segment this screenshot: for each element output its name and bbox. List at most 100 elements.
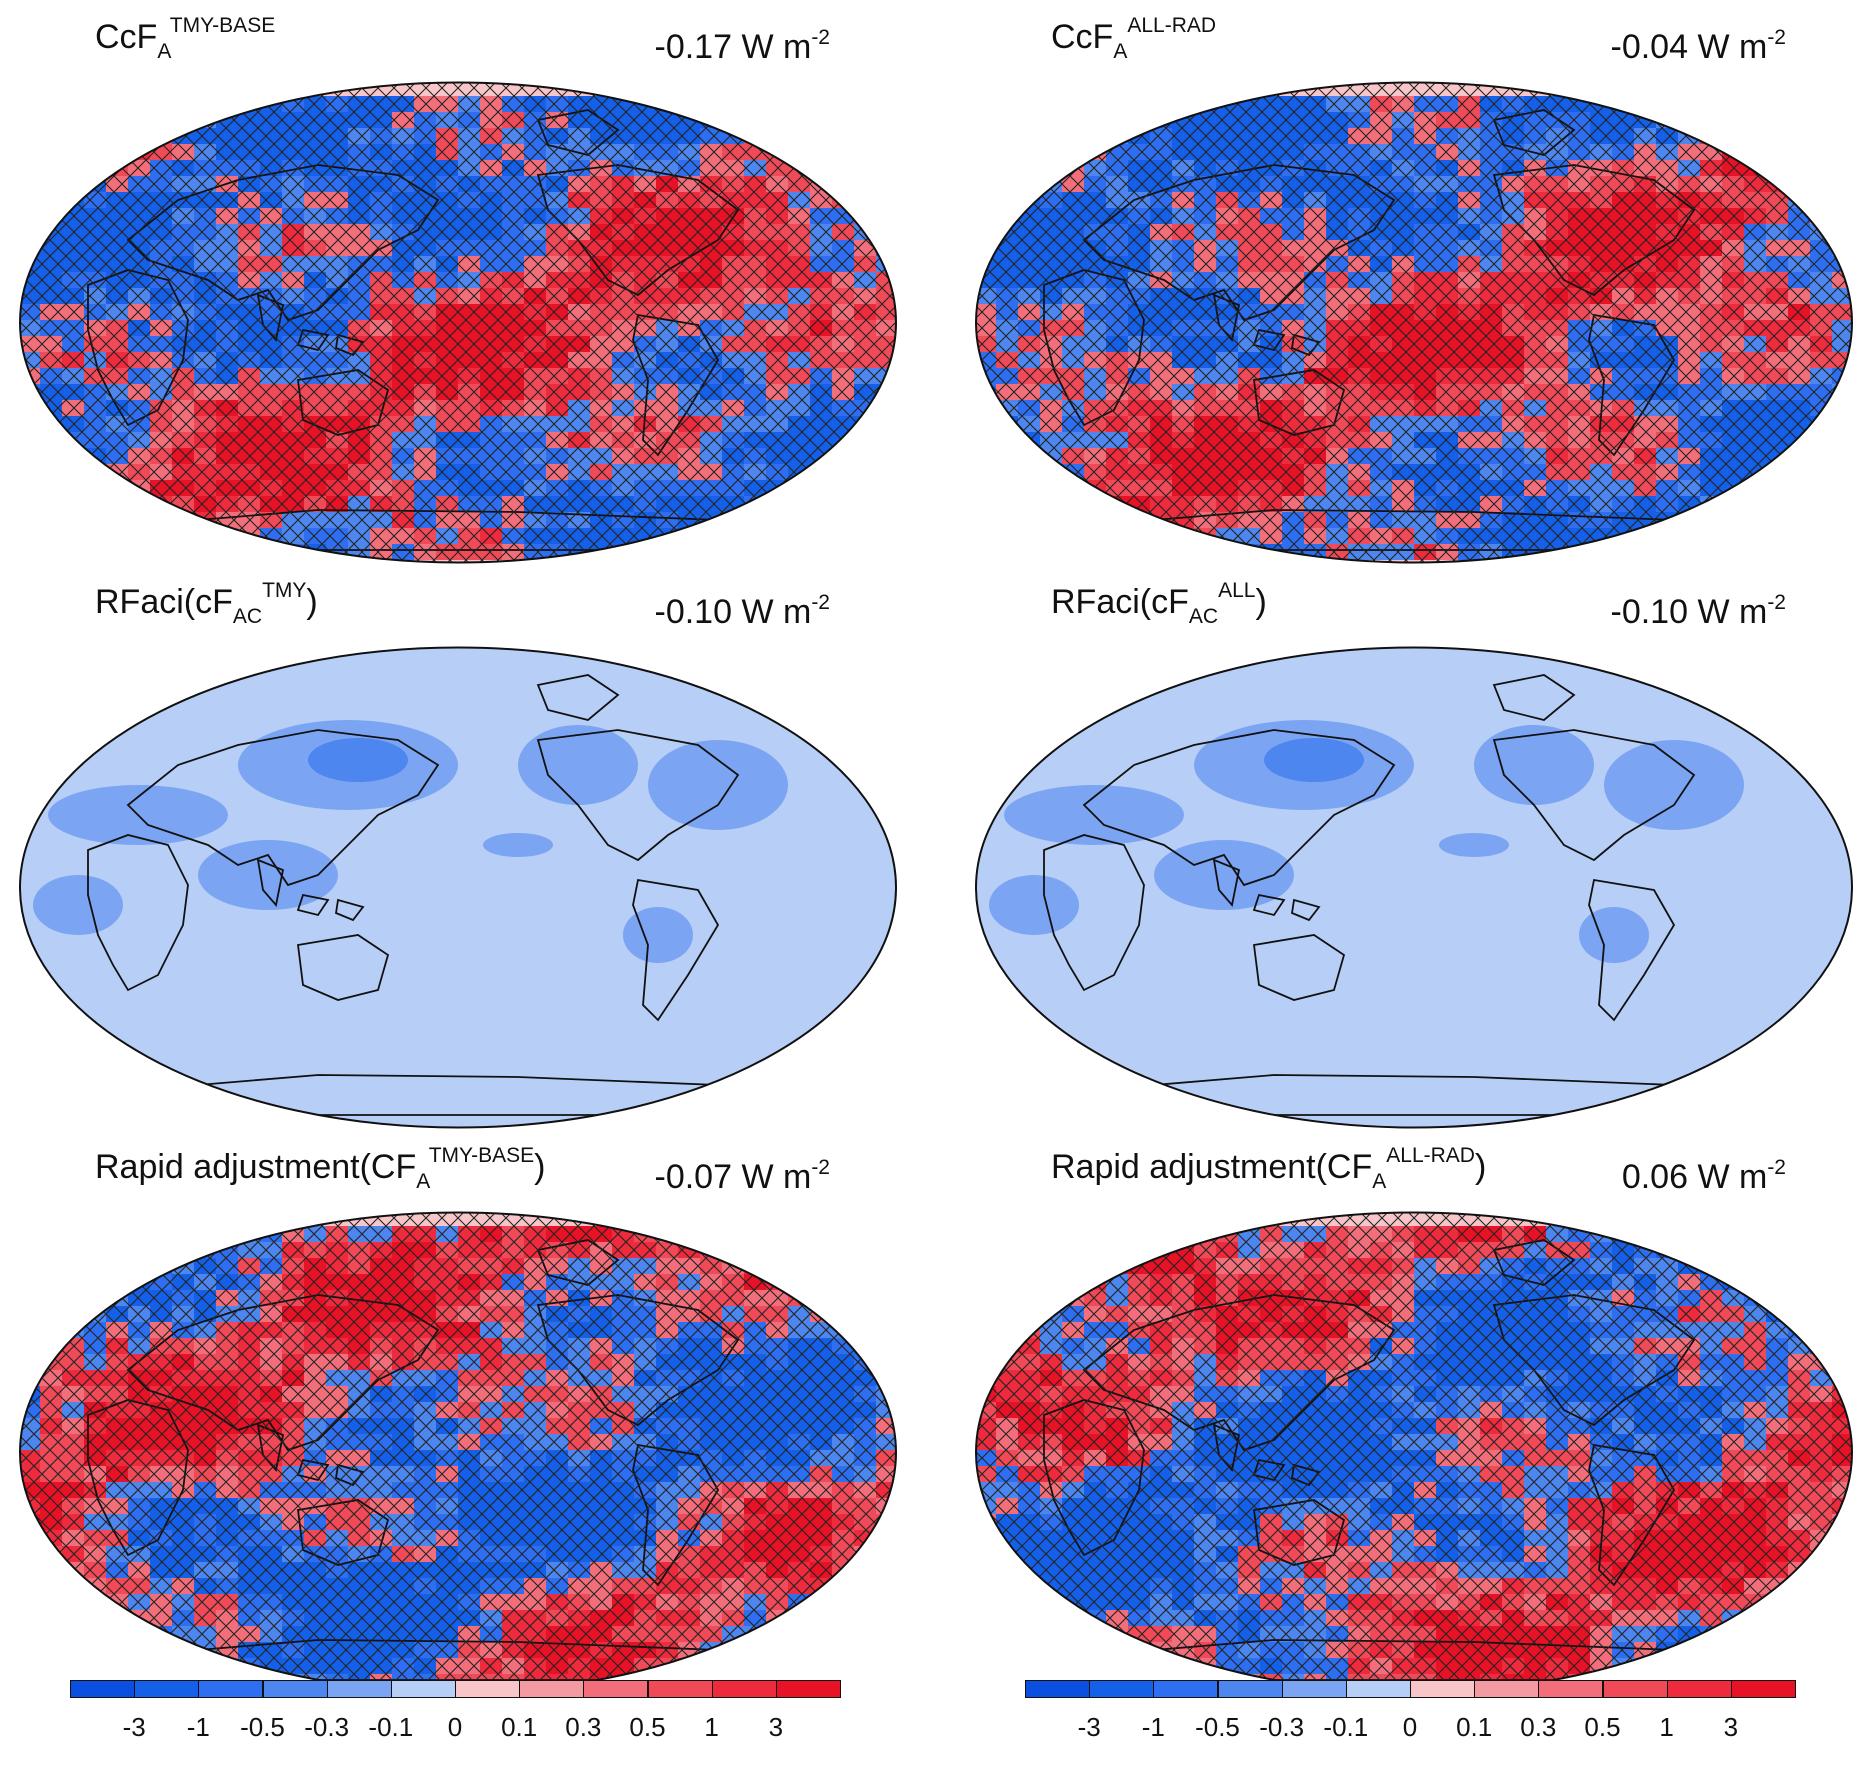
panel-title-tail: ) [1255,583,1267,621]
panel-value-unit-exponent: -2 [1767,26,1786,49]
colorbar-tick-label: -0.3 [304,1712,350,1742]
panel-title-superscript: ALL [1218,579,1256,602]
panel-value-text: 0.06 W m [1621,1158,1768,1196]
panel-title-subscript: A [416,1170,429,1193]
colorbar-tick-label: -0.5 [1195,1712,1240,1742]
panel-title-tail: ) [306,583,318,621]
panel-global-mean: -0.17 W m-2 [654,26,831,67]
colorbar-swatch [70,1680,136,1698]
map-field [20,1212,896,1693]
colorbar-tick-label: -0.5 [240,1712,285,1742]
panel-title-superscript: ALL-RAD [1127,14,1217,37]
colorbar-tick-label: 0 [447,1712,463,1742]
colorbar-tick-label: 1 [1659,1712,1674,1742]
significance-hatching [976,82,1852,563]
colorbar-tick-label: 0.5 [1584,1712,1621,1742]
panel-global-mean: -0.04 W m-2 [1610,26,1787,67]
panel-global-mean: 0.06 W m-2 [1621,1156,1786,1197]
panel-title-subscript: A [1113,40,1128,63]
colorbar-swatch [390,1680,456,1698]
panel-title-superscript: TMY [262,579,307,602]
colorbar-swatch [1730,1680,1796,1698]
panel-title: CcFA ALL-RAD [1051,14,1216,63]
map-panel-ccfa-tmy-base: CcFA TMY-BASE -0.17 W m-2 [0,0,910,564]
colorbar-tick-label: 0 [1402,1712,1418,1742]
panel-title-subscript: AC [232,605,263,628]
panel-title-main: CcF [1051,18,1114,56]
panel-value-text: -0.04 W m [1610,28,1768,66]
map-field [976,82,1852,563]
colorbar-swatch [134,1680,200,1698]
panel-title-main: RFaci(cF [95,583,233,621]
panel-title: RFaci(cFAC ALL) [1051,579,1267,628]
panel-global-mean: -0.10 W m-2 [655,591,831,632]
panel-title: Rapid adjustment(CFA ALL-RAD) [1051,1144,1487,1193]
world-map [975,1211,1853,1694]
colorbar-tick-label: -1 [1141,1712,1165,1742]
colorbar-swatch [1345,1680,1411,1698]
colorbar-tick-label: -0.3 [1259,1712,1305,1742]
panel-global-mean: -0.07 W m-2 [654,1156,831,1197]
map-border [19,81,897,564]
significance-hatching [20,1212,896,1693]
colorbar-swatch [198,1680,264,1698]
panel-value-text: -0.07 W m [654,1158,812,1196]
colorbar-swatch [1025,1680,1091,1698]
significance-hatching [20,82,896,563]
panel-title-main: Rapid adjustment(CF [1051,1148,1373,1186]
colorbar-swatch [519,1680,585,1698]
colorbar-tick-label: 3 [768,1712,784,1742]
colorbar-swatch [1666,1680,1732,1698]
map-border [975,81,1853,564]
colorbar-swatch [1089,1680,1155,1698]
colorbar-right: -3 -1 -0.5 -0.3 -0.1 0 0.1 0.3 0.5 1 3 [1025,1680,1796,1760]
map-field [20,647,896,1128]
panel-title-subscript: A [1372,1170,1387,1193]
world-map [19,1211,897,1694]
map-field [976,647,1852,1128]
colorbar-left: -3 -1 -0.5 -0.3 -0.1 0 0.1 0.3 0.5 1 3 [70,1680,841,1760]
colorbar-swatch [326,1680,392,1698]
panel-title-superscript: TMY-BASE [428,1144,535,1167]
colorbar-tick-label: 3 [1723,1712,1739,1742]
panel-value-unit-exponent: -2 [1767,591,1786,614]
panel-value-text: -0.10 W m [1610,593,1768,631]
panel-title-superscript: TMY-BASE [169,14,276,37]
panel-value-text: -0.17 W m [654,28,812,66]
colorbar-swatch [1217,1680,1283,1698]
panel-value-unit-exponent: -2 [1767,1156,1786,1179]
panel-value-unit-exponent: -2 [811,1156,830,1179]
map-border [975,646,1853,1129]
panel-title-main: RFaci(cF [1051,583,1189,621]
colorbar-swatch [1281,1680,1347,1698]
colorbar-tick-label: 0.5 [629,1712,666,1742]
panel-global-mean: -0.10 W m-2 [1610,591,1787,632]
panel-title-tail: ) [534,1148,546,1186]
colorbar-swatch [1410,1680,1476,1698]
colorbar-swatch [583,1680,649,1698]
colorbar-tick-label: 0.3 [565,1712,602,1742]
colorbar-tick-label: -0.1 [368,1712,414,1742]
panel-title-main: Rapid adjustment(CF [95,1148,417,1186]
panel-title: RFaci(cFAC TMY) [95,579,318,628]
colorbar-swatch [647,1680,713,1698]
significance-hatching [976,1212,1852,1693]
panel-title: Rapid adjustment(CFA TMY-BASE) [95,1144,546,1193]
panel-title-subscript: A [157,40,170,63]
map-border [19,646,897,1129]
panel-value-unit-exponent: -2 [811,26,830,49]
world-map [19,81,897,564]
colorbar-swatch [262,1680,328,1698]
panel-title-superscript: ALL-RAD [1386,1144,1475,1167]
colorbar-tick-label: -3 [1077,1712,1101,1742]
world-map [19,646,897,1129]
map-panel-rfaci-tmy: RFaci(cFAC TMY) -0.10 W m-2 [0,565,910,1129]
panel-value-unit-exponent: -2 [811,591,830,614]
world-map [975,646,1853,1129]
map-panel-rapid-tmy-base: Rapid adjustment(CFA TMY-BASE) -0.07 W m-2 [0,1130,910,1694]
colorbar-tick-label: -0.1 [1323,1712,1369,1742]
panel-title-tail: ) [1474,1148,1487,1186]
colorbar-swatch [1153,1680,1219,1698]
panel-title-main: CcF [95,18,158,56]
colorbar-swatch [455,1680,521,1698]
